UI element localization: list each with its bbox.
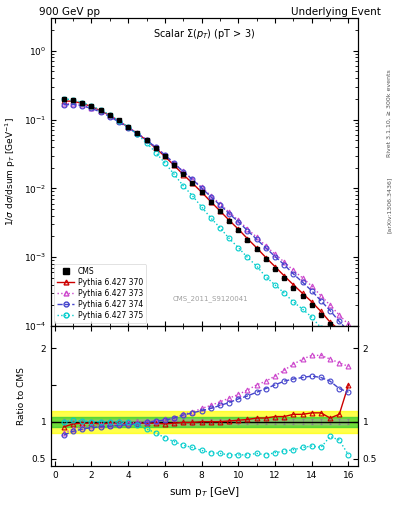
- Bar: [51, 417, 358, 427]
- Text: CMS_2011_S9120041: CMS_2011_S9120041: [173, 295, 248, 302]
- Text: [arXiv:1306.3436]: [arXiv:1306.3436]: [387, 177, 392, 233]
- Legend: CMS, Pythia 6.427 370, Pythia 6.427 373, Pythia 6.427 374, Pythia 6.427 375: CMS, Pythia 6.427 370, Pythia 6.427 373,…: [54, 264, 146, 323]
- Text: Rivet 3.1.10, ≥ 300k events: Rivet 3.1.10, ≥ 300k events: [387, 69, 392, 157]
- Text: Underlying Event: Underlying Event: [291, 7, 381, 17]
- Text: Scalar $\Sigma(p_T)$ (pT > 3): Scalar $\Sigma(p_T)$ (pT > 3): [153, 27, 255, 41]
- Y-axis label: Ratio to CMS: Ratio to CMS: [17, 367, 26, 425]
- Bar: [51, 411, 358, 433]
- Text: 900 GeV pp: 900 GeV pp: [39, 7, 100, 17]
- Y-axis label: 1/$\sigma$ d$\sigma$/dsum p$_T$ [GeV$^{-1}$]: 1/$\sigma$ d$\sigma$/dsum p$_T$ [GeV$^{-…: [4, 118, 18, 226]
- X-axis label: sum p$_T$ [GeV]: sum p$_T$ [GeV]: [169, 485, 240, 499]
